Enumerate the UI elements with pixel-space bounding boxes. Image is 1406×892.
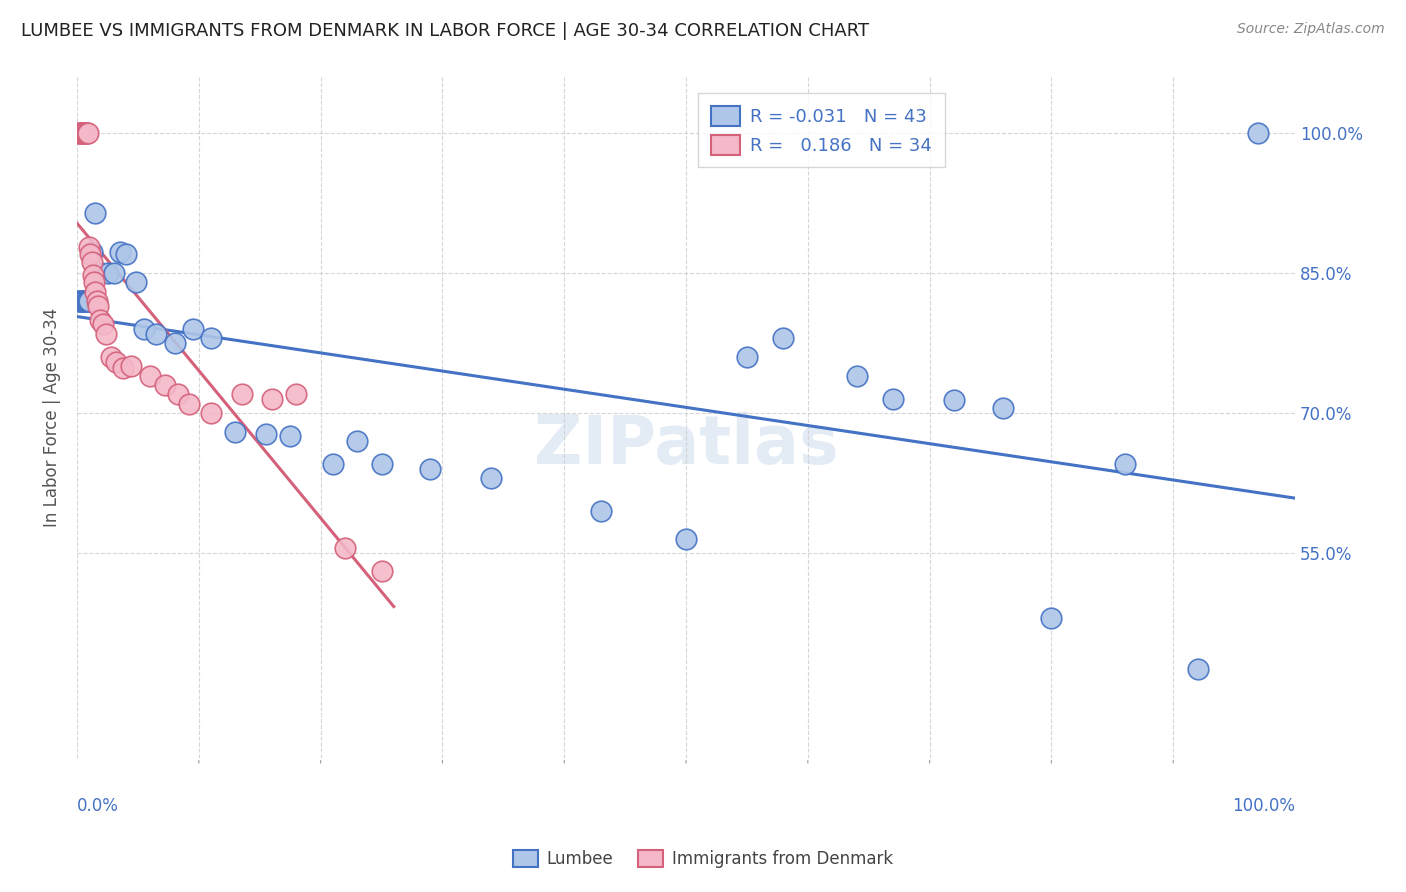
- Point: [124, 276, 146, 290]
- Point: [76, 126, 98, 140]
- Point: [179, 396, 201, 410]
- Point: [86, 294, 108, 309]
- Point: [943, 392, 966, 407]
- Point: [100, 350, 122, 364]
- Point: [105, 354, 128, 368]
- Point: [73, 126, 96, 140]
- Text: LUMBEE VS IMMIGRANTS FROM DENMARK IN LABOR FORCE | AGE 30-34 CORRELATION CHART: LUMBEE VS IMMIGRANTS FROM DENMARK IN LAB…: [21, 22, 869, 40]
- Point: [589, 504, 612, 518]
- Point: [75, 294, 97, 309]
- Point: [231, 387, 253, 401]
- Point: [91, 318, 114, 332]
- Point: [77, 126, 100, 140]
- Point: [82, 268, 104, 282]
- Point: [89, 312, 111, 326]
- Point: [845, 368, 868, 383]
- Point: [278, 429, 301, 443]
- Point: [1114, 457, 1136, 471]
- Point: [132, 322, 155, 336]
- Text: ZIPatlas: ZIPatlas: [534, 412, 838, 478]
- Point: [83, 276, 105, 290]
- Point: [84, 285, 107, 299]
- Point: [145, 326, 167, 341]
- Point: [87, 299, 110, 313]
- Text: Source: ZipAtlas.com: Source: ZipAtlas.com: [1237, 22, 1385, 37]
- Point: [1247, 126, 1270, 140]
- Point: [70, 294, 93, 309]
- Y-axis label: In Labor Force | Age 30-34: In Labor Force | Age 30-34: [44, 308, 60, 527]
- Point: [260, 392, 283, 406]
- Point: [70, 126, 93, 140]
- Point: [167, 387, 190, 401]
- Point: [80, 244, 103, 259]
- Text: 100.0%: 100.0%: [1232, 797, 1295, 814]
- Point: [254, 427, 277, 442]
- Point: [69, 126, 91, 140]
- Point: [67, 126, 90, 140]
- Point: [1187, 662, 1209, 676]
- Point: [322, 457, 344, 471]
- Point: [80, 255, 103, 269]
- Point: [991, 401, 1014, 416]
- Point: [108, 244, 131, 259]
- Point: [772, 331, 794, 345]
- Point: [224, 425, 246, 439]
- Point: [73, 294, 96, 309]
- Point: [90, 266, 112, 280]
- Point: [112, 361, 135, 376]
- Point: [77, 294, 100, 309]
- Point: [79, 247, 101, 261]
- Point: [75, 126, 97, 140]
- Point: [77, 294, 100, 309]
- Point: [77, 240, 100, 254]
- Point: [69, 126, 91, 140]
- Point: [882, 392, 904, 406]
- Point: [285, 387, 308, 401]
- Point: [72, 294, 94, 309]
- Point: [346, 434, 368, 448]
- Legend: R = -0.031   N = 43, R =   0.186   N = 34: R = -0.031 N = 43, R = 0.186 N = 34: [699, 94, 945, 168]
- Point: [72, 126, 94, 140]
- Legend: Lumbee, Immigrants from Denmark: Lumbee, Immigrants from Denmark: [506, 843, 900, 875]
- Point: [181, 322, 204, 336]
- Point: [1040, 611, 1063, 625]
- Point: [96, 326, 118, 341]
- Point: [69, 294, 91, 309]
- Point: [103, 266, 125, 280]
- Point: [200, 406, 222, 420]
- Text: 0.0%: 0.0%: [77, 797, 120, 814]
- Point: [139, 368, 162, 383]
- Point: [370, 564, 392, 578]
- Point: [200, 331, 222, 345]
- Point: [735, 350, 758, 364]
- Point: [120, 359, 142, 374]
- Point: [333, 541, 356, 555]
- Point: [419, 462, 441, 476]
- Point: [84, 205, 107, 219]
- Point: [153, 378, 176, 392]
- Point: [479, 471, 502, 485]
- Point: [96, 266, 118, 280]
- Point: [675, 532, 697, 546]
- Point: [76, 294, 98, 309]
- Point: [114, 247, 136, 261]
- Point: [163, 336, 186, 351]
- Point: [370, 457, 392, 471]
- Point: [69, 294, 91, 309]
- Point: [67, 294, 90, 309]
